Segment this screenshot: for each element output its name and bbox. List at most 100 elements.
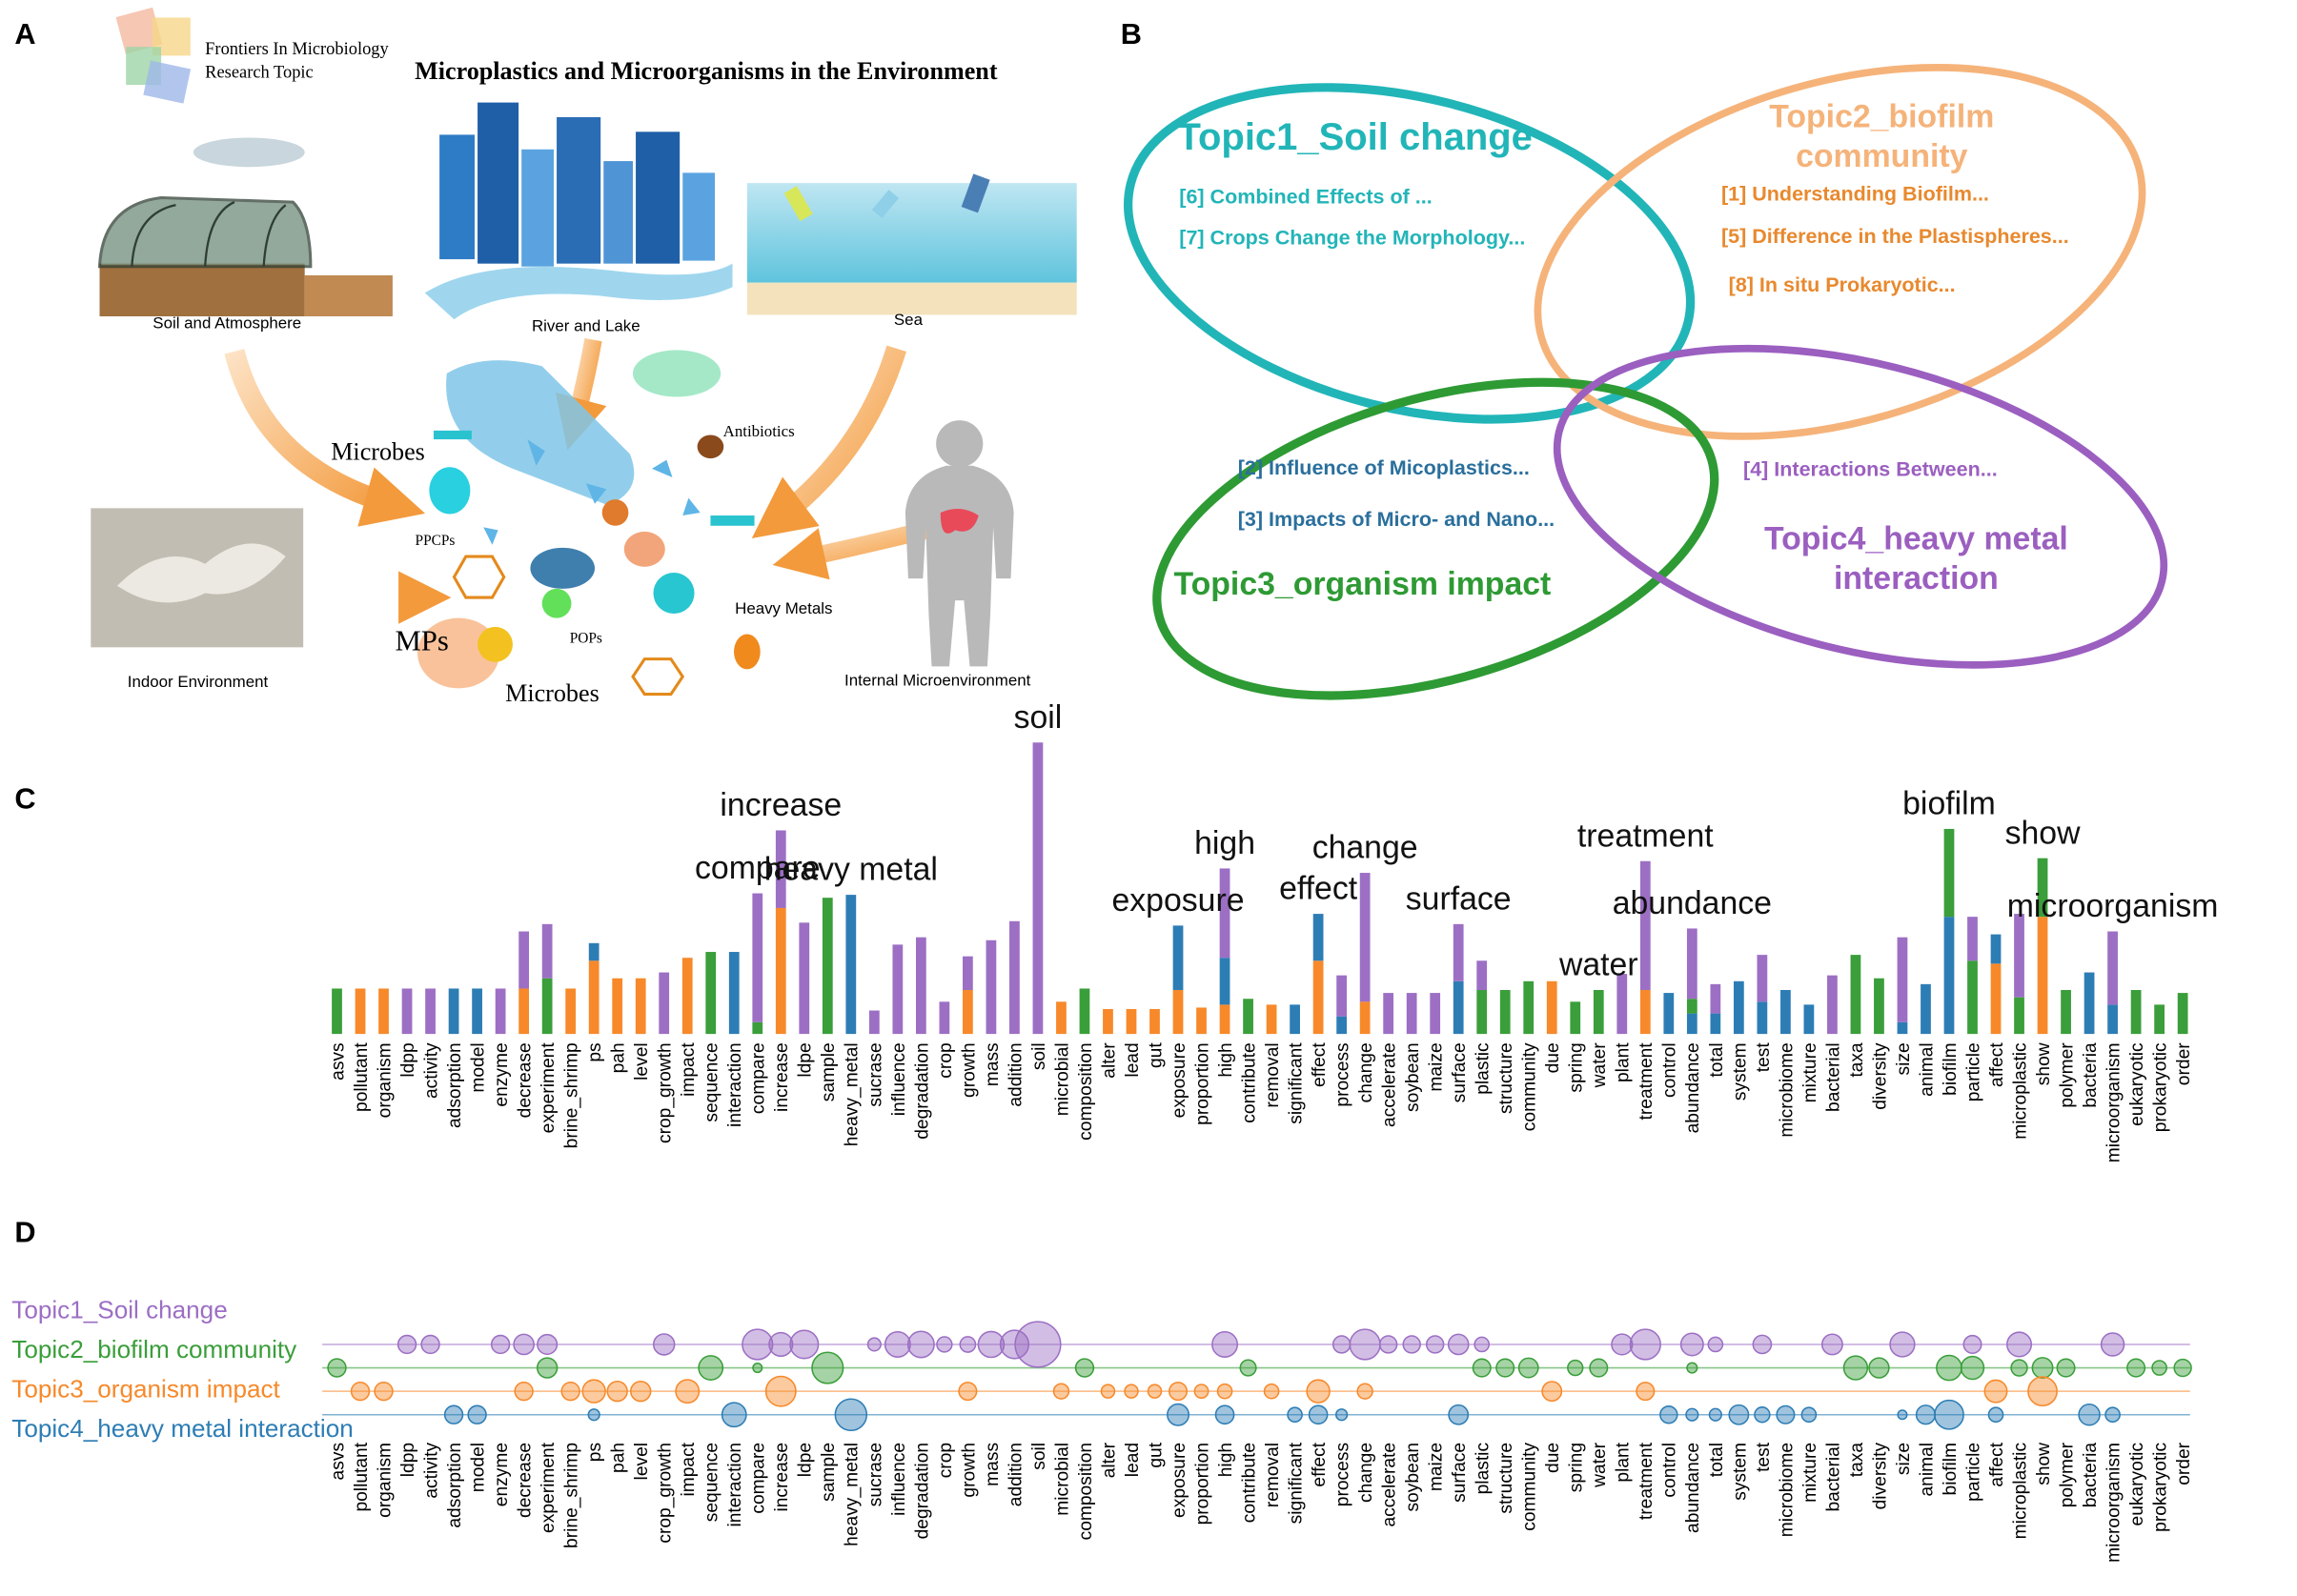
bubble [1820, 1333, 1843, 1356]
x-tick-label: biofilm [1941, 1443, 1961, 1496]
x-tick-label: growth [959, 1042, 979, 1098]
x-tick-label: particle [1963, 1042, 1983, 1101]
x-tick-label: sucrase [865, 1042, 885, 1106]
panel-a-art [91, 7, 1077, 697]
bar-segment [2014, 997, 2024, 1035]
bubble [1168, 1382, 1189, 1402]
bar-segment [635, 978, 646, 1035]
bubble [2104, 1406, 2121, 1424]
x-tick-label: interaction [725, 1443, 745, 1527]
panel-a-label: POPs [570, 631, 602, 647]
bubble [1147, 1384, 1163, 1399]
bar-segment [518, 931, 530, 989]
x-tick-label: soybean [1403, 1443, 1423, 1512]
x-tick-label: enzyme [492, 1443, 512, 1506]
bar-segment [541, 923, 553, 979]
bar-segment [845, 895, 857, 1035]
bubble [1629, 1328, 1661, 1361]
x-tick-label: model [469, 1042, 489, 1092]
bubble [811, 1351, 844, 1384]
x-tick-label: high [1216, 1443, 1236, 1477]
bubble [587, 1408, 600, 1422]
x-tick-label: sequence [702, 1042, 722, 1121]
x-tick-label: exposure [1169, 1042, 1189, 1118]
annotation: microorganism [2007, 888, 2219, 924]
x-tick-label: bacterial [1823, 1443, 1843, 1512]
x-tick-label: mixture [1800, 1042, 1820, 1102]
bubble [1331, 1335, 1352, 1354]
bubble [536, 1357, 559, 1379]
bubble [1960, 1355, 1985, 1381]
x-tick-label: animal [1917, 1443, 1937, 1497]
x-tick-label: plant [1614, 1442, 1634, 1482]
bar-segment [1897, 937, 1908, 1022]
bubble [1686, 1362, 1698, 1374]
bubble [1708, 1407, 1722, 1422]
bar-segment [1126, 1008, 1137, 1035]
bar-segment [1523, 980, 1535, 1035]
bubble [1447, 1333, 1470, 1356]
bubble [1334, 1408, 1349, 1422]
bubble [1472, 1358, 1492, 1378]
x-tick-label: model [469, 1443, 489, 1492]
panel-label: C [14, 781, 35, 815]
bar-segment [2061, 990, 2071, 1035]
bar-segment [1710, 1013, 1721, 1035]
bar-segment [1312, 914, 1324, 961]
x-tick-label: surface [1450, 1042, 1470, 1102]
x-tick-label: total [1707, 1042, 1727, 1077]
bubble [1517, 1357, 1539, 1379]
bar-segment [425, 988, 436, 1035]
bar-segment [963, 990, 973, 1035]
annotation: biofilm [1902, 786, 1996, 822]
bar-segment [915, 937, 926, 1035]
x-tick-label: growth [959, 1443, 979, 1498]
bar-segment [355, 988, 366, 1035]
bar-segment [541, 978, 553, 1035]
x-tick-label: adsorption [445, 1443, 465, 1528]
bubble [2056, 1358, 2076, 1378]
x-tick-label: microorganism [2104, 1443, 2124, 1563]
bubble [1868, 1357, 1890, 1379]
bubble [1074, 1358, 1095, 1378]
bar-segment [1639, 860, 1651, 991]
bubble [1239, 1359, 1257, 1377]
bubble [1707, 1336, 1724, 1353]
bubble [606, 1380, 628, 1403]
x-tick-label: contribute [1239, 1042, 1259, 1122]
bar-segment [1172, 925, 1184, 991]
x-tick-label: effect [1310, 1042, 1330, 1087]
x-tick-label: interaction [725, 1042, 745, 1127]
x-tick-label: size [1894, 1042, 1914, 1075]
bubble [1776, 1404, 1796, 1424]
x-tick-label: crop_growth [656, 1443, 676, 1544]
bar-segment [1219, 1004, 1230, 1035]
x-tick-label: degradation [912, 1042, 932, 1139]
bubble [1287, 1406, 1303, 1424]
bubble [675, 1379, 701, 1404]
bar-segment [986, 939, 997, 1035]
x-tick-label: organism [375, 1443, 395, 1518]
topic-title: Topic3_organism impact [1173, 565, 1552, 602]
x-tick-label: sample [819, 1042, 839, 1101]
bubble [560, 1381, 580, 1402]
bubble [1306, 1379, 1331, 1404]
x-tick-label: order [2174, 1042, 2194, 1085]
topic-title: Topic4_heavy metal interaction [1763, 519, 2068, 596]
x-tick-label: activity [421, 1042, 441, 1099]
panel-a-label: Antibiotics [723, 422, 795, 440]
bubble [1167, 1403, 1190, 1426]
bar-segment [1593, 990, 1604, 1035]
annotation: heavy metal [764, 852, 938, 888]
bar-segment [1990, 934, 2002, 964]
bubble [721, 1402, 747, 1428]
x-tick-label: size [1894, 1443, 1914, 1475]
x-tick-label: animal [1917, 1042, 1937, 1097]
bubble [652, 1333, 676, 1356]
x-tick-label: polymer [2057, 1042, 2077, 1108]
bubble [1193, 1384, 1209, 1400]
bubble [2151, 1360, 2167, 1376]
x-tick-label: change [1356, 1042, 1376, 1102]
x-tick-label: influence [889, 1443, 909, 1516]
x-tick-label: proportion [1192, 1042, 1212, 1124]
